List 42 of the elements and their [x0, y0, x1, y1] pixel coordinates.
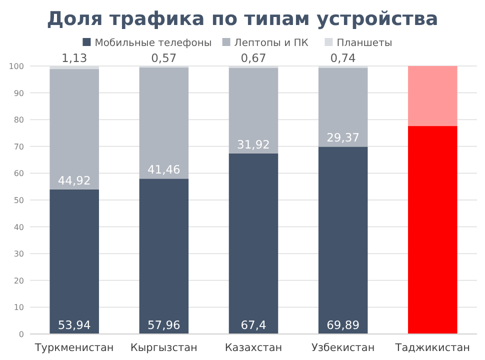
data-label: 31,92: [237, 137, 270, 152]
y-tick-label: 60: [14, 169, 24, 178]
x-tick-label: Туркменистан: [34, 342, 114, 354]
y-tick-label: 30: [14, 250, 24, 259]
legend-label: Мобильные телефоны: [94, 38, 212, 49]
bar: [318, 146, 368, 334]
data-label: 0,57: [151, 51, 177, 66]
data-label: 1,13: [62, 51, 88, 66]
data-label: 57,96: [147, 318, 180, 332]
bar: [228, 68, 278, 154]
data-label: 29,37: [326, 130, 360, 145]
x-tick-label: Кыргызстан: [130, 342, 198, 354]
y-tick-label: 70: [14, 142, 24, 152]
bar: [408, 66, 458, 126]
x-tick-label: Таджикистан: [394, 342, 470, 354]
x-tick-label: Казахстан: [224, 342, 282, 354]
bar: [50, 189, 99, 334]
bar: [228, 153, 278, 334]
y-tick-label: 10: [14, 303, 24, 312]
y-tick-label: 20: [14, 276, 24, 286]
y-tick-label: 90: [14, 88, 24, 98]
bar: [408, 126, 458, 334]
data-label: 0,74: [330, 51, 356, 65]
data-label: 67,4: [240, 318, 266, 332]
y-tick-label: 80: [14, 116, 24, 125]
legend-label: Планшеты: [336, 38, 392, 49]
chart-title: Доля трафика по типам устройства: [46, 8, 438, 30]
data-label: 0,67: [240, 51, 266, 66]
bar: [50, 69, 99, 190]
bar: [318, 68, 368, 147]
data-label: 53,94: [58, 318, 91, 332]
y-tick-label: 50: [14, 196, 24, 205]
bar: [139, 178, 189, 334]
data-label: 44,92: [58, 173, 91, 188]
data-label: 41,46: [147, 162, 180, 177]
y-tick-label: 100: [8, 62, 24, 71]
y-tick-label: 0: [18, 330, 24, 339]
bar: [139, 68, 189, 179]
x-tick-label: Узбекистан: [311, 342, 375, 354]
y-tick-label: 40: [14, 222, 24, 232]
legend-label: Лептопы и ПК: [234, 38, 308, 49]
data-label: 69,89: [326, 318, 360, 332]
